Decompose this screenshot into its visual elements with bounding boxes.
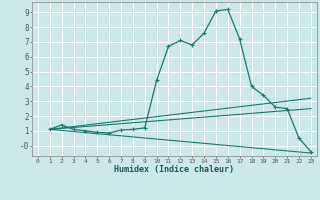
X-axis label: Humidex (Indice chaleur): Humidex (Indice chaleur) — [115, 165, 234, 174]
